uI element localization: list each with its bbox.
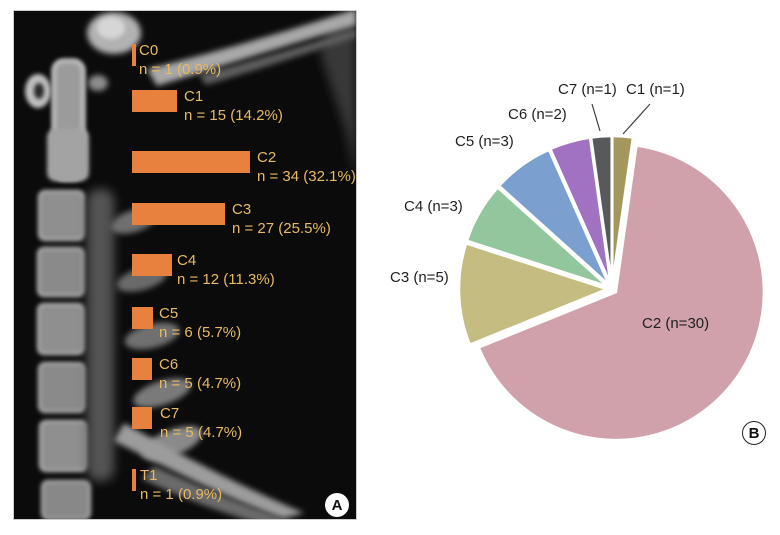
bar-c3 [132,203,225,225]
bar-c1 [132,90,177,112]
bar-category-text: C4 [177,252,197,269]
ct-neck-outline [320,15,356,181]
ct-facet-column [87,189,114,481]
pie-label-c2: C2 (n=30) [642,315,710,332]
bar-value-text: n = 1 (0.9%) [140,486,223,503]
ct-occiput-bone [147,11,356,86]
pie-slice-c5 [497,148,611,286]
panel-a-ct-bar-chart: C0 n = 1 (0.9%) C1 n = 15 (14.2%) C2 n = 34 (… [13,10,357,520]
pie-chart [457,103,766,442]
bar-category-text: C0 [139,42,159,59]
bar-value-text: n = 1 (0.9%) [139,61,222,78]
leader-line-c7 [591,103,601,132]
bar-c6 [132,358,152,380]
bar-c7 [132,407,152,429]
pie-label-c5: C5 (n=3) [455,133,514,150]
bar-t1 [132,469,136,491]
bar-label-c1: C1 n = 15 (14.2%) [184,87,283,125]
pie-label-c7: C7 (n=1) [558,81,617,98]
bar-label-c5: C5 n = 6 (5.7%) [159,304,241,342]
bar-category-text: C1 [184,88,204,105]
bar-value-text: n = 27 (25.5%) [232,220,331,237]
ct-occiput-inner-table [199,29,356,85]
bar-label-t1: T1 n = 1 (0.9%) [140,466,222,504]
bar-value-text: n = 5 (4.7%) [160,424,243,441]
ct-shoulder-soft-tissue [142,466,287,519]
bar-label-c3: C3 n = 27 (25.5%) [232,200,331,238]
bar-value-text: n = 6 (5.7%) [159,324,242,341]
bar-c2 [132,151,250,173]
pie-label-c1: C1 (n=1) [626,81,685,98]
ct-c1-posterior-arch [88,75,108,91]
pie-slice-c3 [457,241,611,347]
bar-value-text: n = 5 (4.7%) [159,375,242,392]
bar-category-text: C3 [232,201,252,218]
bar-category-text: C7 [160,405,180,422]
bar-chart-overlay: C0 n = 1 (0.9%) C1 n = 15 (14.2%) C2 n = 34 (… [14,11,356,519]
ct-t1-shoulder-bone [114,423,304,519]
bar-label-c7: C7 n = 5 (4.7%) [160,404,242,442]
bar-category-text: C5 [159,305,179,322]
bar-value-text: n = 34 (32.1%) [257,168,356,185]
pie-slice-c2 [477,144,766,442]
bar-label-c6: C6 n = 5 (4.7%) [159,355,241,393]
bar-category-text: T1 [140,467,158,484]
pie-label-c3: C3 (n=5) [390,269,449,286]
ct-c1-arch-center [34,83,44,99]
bar-c5 [132,307,153,329]
pie-slice-c7 [589,134,613,285]
panel-b-label: B [742,421,766,445]
pie-label-c4: C4 (n=3) [404,198,463,215]
bar-label-c4: C4 n = 12 (11.3%) [177,251,275,289]
bar-label-c2: C2 n = 34 (32.1%) [257,148,356,186]
bar-category-text: C6 [159,356,179,373]
ct-clivus-bright [97,17,125,39]
pie-label-c6: C6 (n=2) [508,106,567,123]
bar-value-text: n = 12 (11.3%) [177,271,275,288]
ct-vertebral-bodies [37,190,91,519]
ct-c2-body [47,129,89,181]
bar-category-text: C2 [257,149,277,166]
bar-label-c0: C0 n = 1 (0.9%) [139,41,221,79]
bar-c4 [132,254,172,276]
pie-slice-c4 [465,185,609,288]
leader-line-c1 [622,103,651,135]
bar-value-text: n = 15 (14.2%) [184,107,283,124]
panel-b-pie-chart: C1 (n=1) C2 (n=30) C3 (n=5) C4 (n=3) C5 (n=3… [355,0,780,535]
panel-a-label: A [325,493,349,517]
bar-c0 [132,44,136,66]
ct-scan-image [14,11,356,519]
